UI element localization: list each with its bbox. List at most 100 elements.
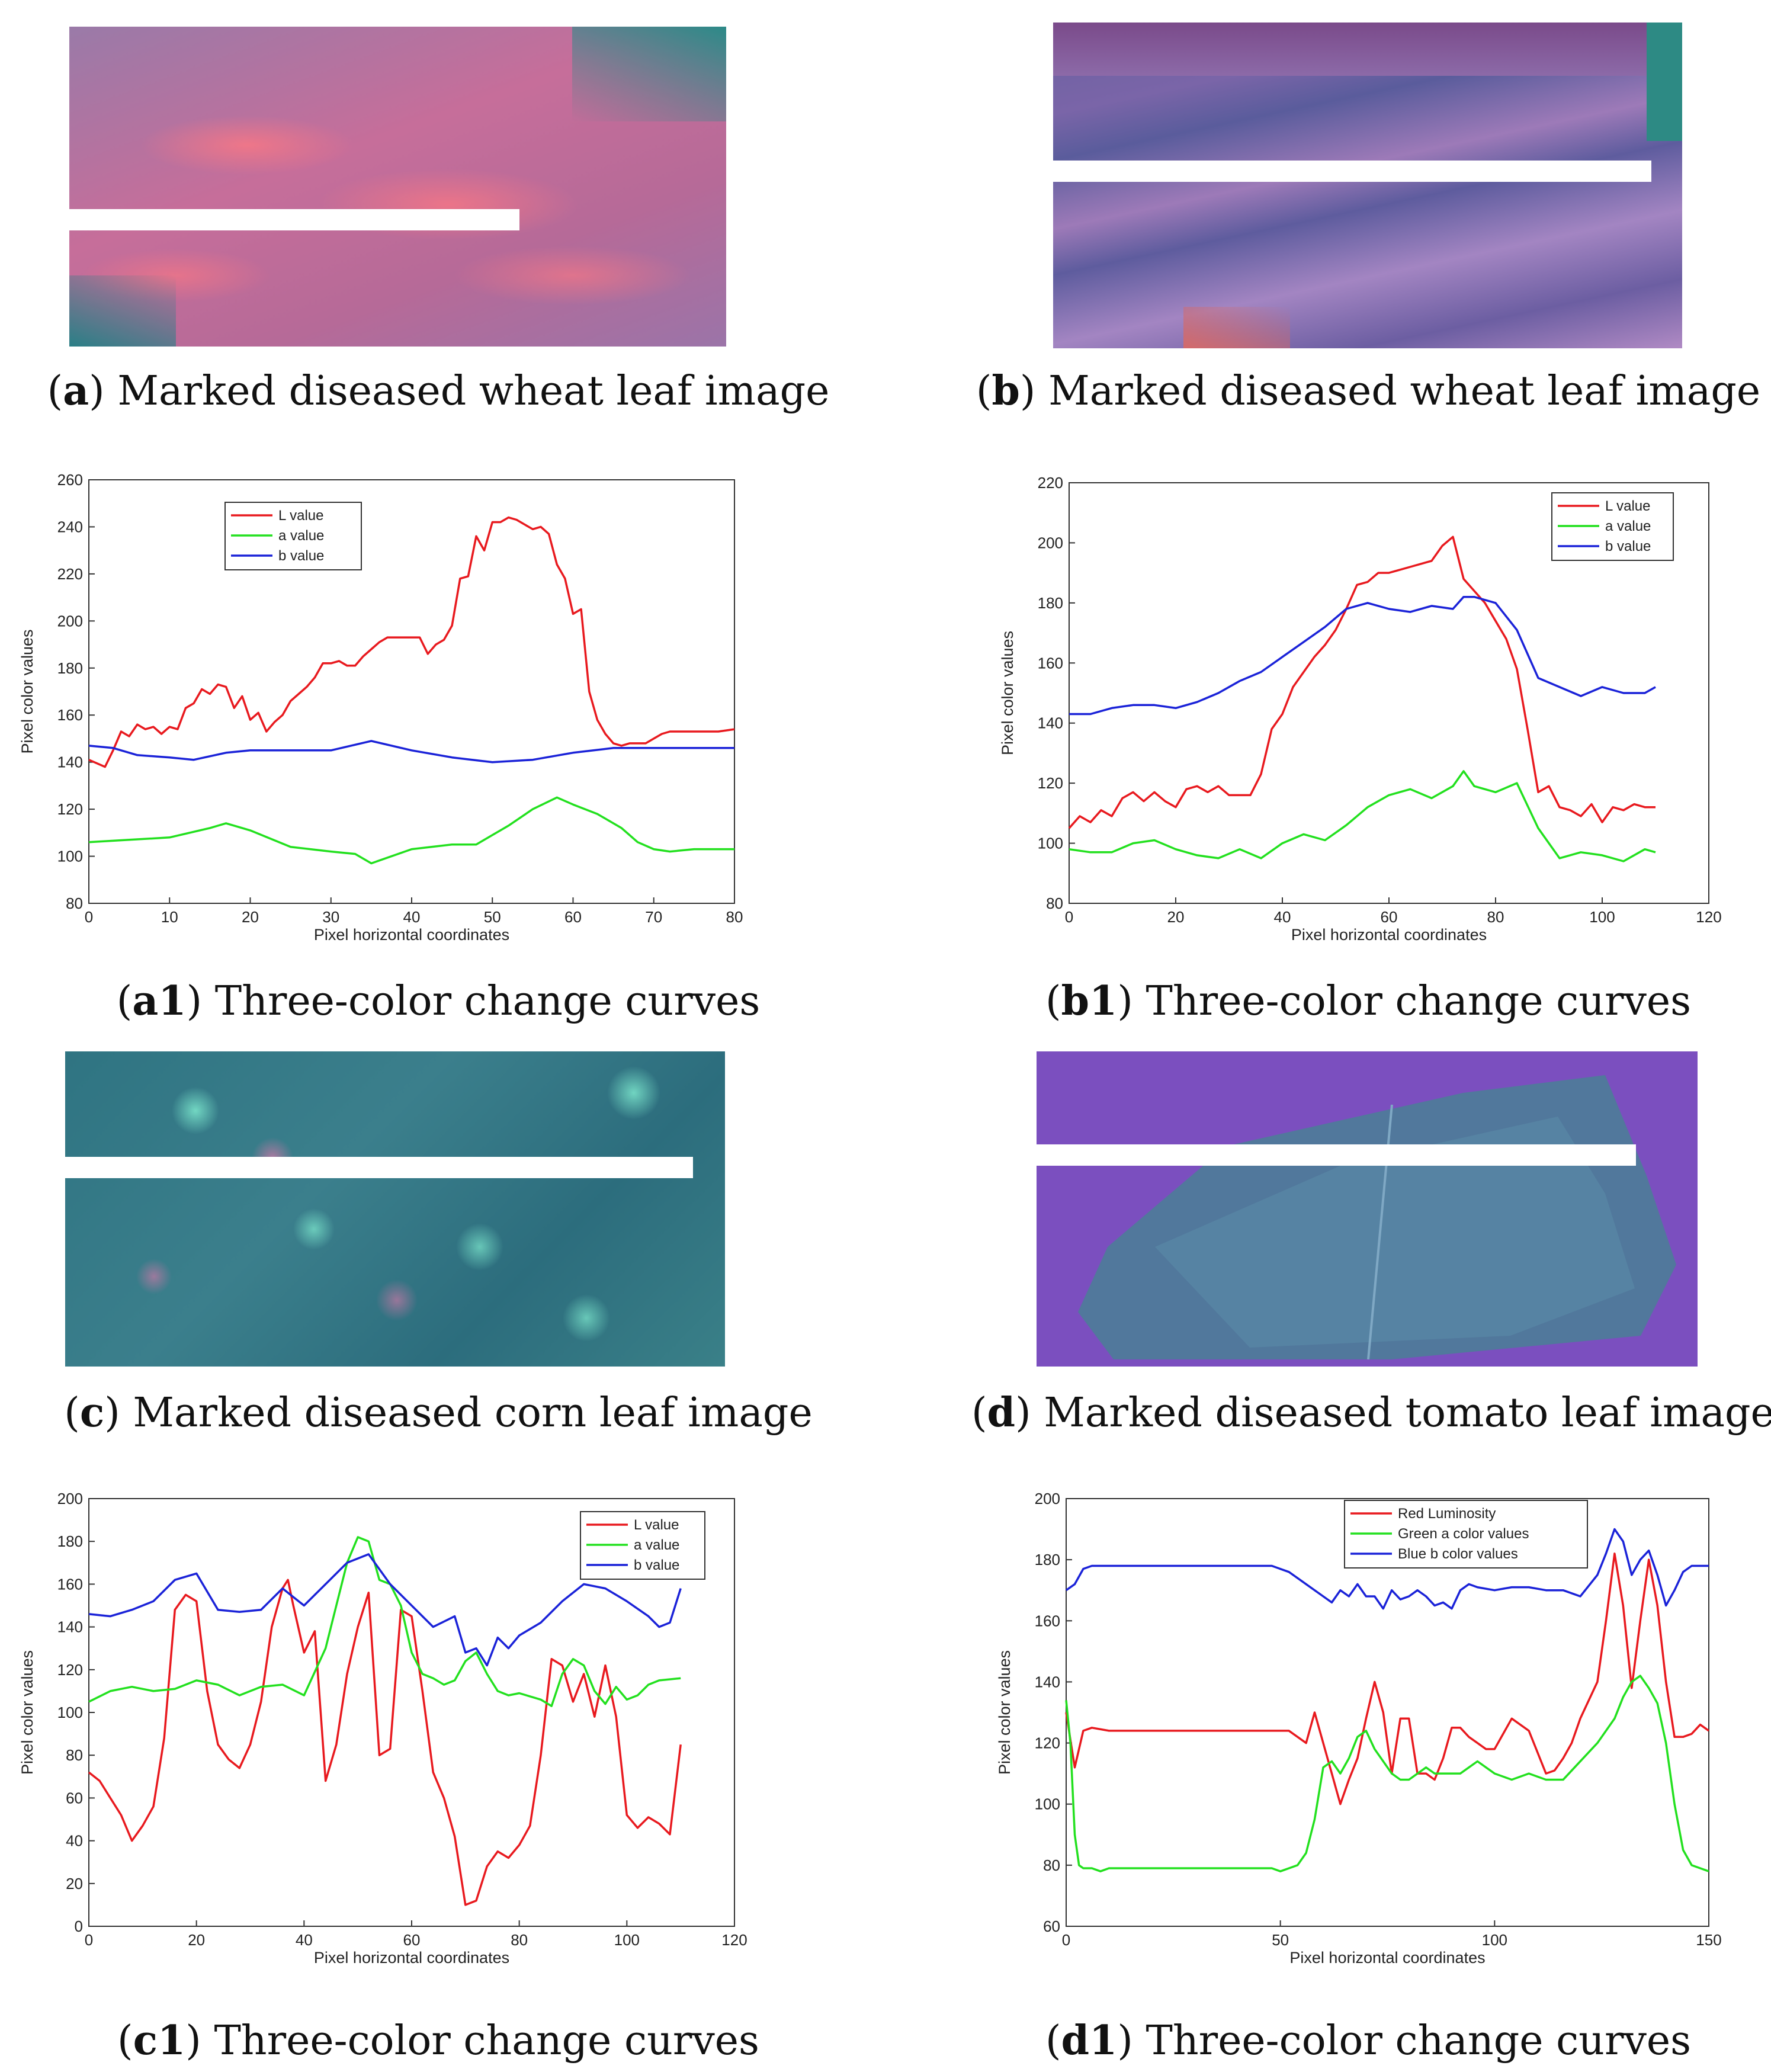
series-line — [1069, 595, 1656, 716]
tomato-leaf-image-d — [1037, 1051, 1698, 1367]
y-tick-label: 260 — [57, 471, 83, 489]
y-tick-label: 100 — [57, 848, 83, 865]
y-tick-label: 60 — [66, 1789, 83, 1807]
caption-a1: (a1) Three-color change curves — [116, 977, 761, 1025]
x-tick-label: 60 — [1381, 908, 1398, 926]
series-line — [1065, 1675, 1709, 1872]
y-tick-label: 200 — [57, 612, 83, 630]
x-tick-label: 100 — [1589, 908, 1615, 926]
y-tick-label: 80 — [1043, 1856, 1060, 1874]
caption-d: (d) Marked diseased tomato leaf image — [971, 1389, 1771, 1436]
legend-label: a value — [1605, 518, 1651, 534]
y-tick-label: 20 — [66, 1875, 83, 1893]
x-tick-label: 40 — [403, 908, 421, 926]
caption-c: (c) Marked diseased corn leaf image — [64, 1389, 813, 1436]
chart-c1: 0 20 40 60 80 100 120 0 20 40 60 80 100 120 140 160 180 2… — [0, 1481, 764, 2002]
y-tick-label: 80 — [66, 1746, 83, 1764]
chart-a1: 0 10 20 30 40 50 60 70 80 80 100 120 140 160 180 200 220… — [0, 462, 764, 966]
series-line — [88, 740, 734, 764]
chart-d1: 0 50 100 150 60 80 100 120 140 160 180 200 Pixel hor… — [971, 1481, 1771, 2002]
x-axis-label: Pixel horizontal coordinates — [1291, 926, 1487, 944]
x-tick-label: 120 — [1696, 908, 1721, 926]
y-axis-label: Pixel color values — [999, 631, 1016, 755]
legend-label: a value — [634, 1537, 679, 1553]
series-line — [1065, 1553, 1710, 1805]
y-tick-label: 140 — [57, 753, 83, 771]
x-tick-label: 100 — [1482, 1931, 1507, 1949]
chart-svg: 0 20 40 60 80 100 120 0 20 40 60 80 100 120 140 160 180 2… — [18, 1490, 747, 1967]
x-tick-label: 30 — [322, 908, 339, 926]
y-tick-label: 120 — [1038, 774, 1063, 792]
y-tick-label: 120 — [57, 800, 83, 818]
legend-label: Red Luminosity — [1398, 1506, 1496, 1522]
y-tick-label: 0 — [75, 1917, 83, 1935]
legend-label: b value — [1605, 538, 1651, 554]
y-axis-label: Pixel color values — [996, 1650, 1013, 1775]
y-axis-label: Pixel color values — [18, 629, 36, 753]
x-tick-label: 80 — [511, 1931, 528, 1949]
legend-label: L value — [278, 508, 324, 524]
y-tick-label: 120 — [57, 1661, 83, 1679]
x-axis-label: Pixel horizontal coordinates — [1289, 1949, 1485, 1967]
x-tick-label: 120 — [721, 1931, 747, 1949]
caption-c1: (c1) Three-color change curves — [117, 2017, 759, 2064]
marker-line — [69, 209, 519, 230]
series-line — [88, 1579, 682, 1906]
legend-label: L value — [1605, 498, 1651, 514]
x-tick-label: 50 — [484, 908, 501, 926]
x-tick-label: 150 — [1696, 1931, 1721, 1949]
y-tick-label: 160 — [57, 706, 83, 724]
series-line — [1069, 770, 1656, 862]
x-tick-label: 70 — [645, 908, 662, 926]
y-tick-label: 160 — [1038, 654, 1063, 672]
x-tick-label: 40 — [1274, 908, 1291, 926]
y-tick-label: 200 — [1035, 1490, 1060, 1508]
y-tick-label: 240 — [57, 518, 83, 535]
x-tick-label: 20 — [1167, 908, 1185, 926]
y-tick-label: 40 — [66, 1832, 83, 1850]
y-tick-label: 180 — [57, 1532, 83, 1550]
chart-svg: 0 20 40 60 80 100 120 80 100 120 140 160 180 200 220 Pi… — [999, 474, 1722, 944]
y-tick-label: 160 — [1035, 1612, 1060, 1630]
legend-label: Green a color values — [1398, 1526, 1529, 1542]
y-tick-label: 140 — [1038, 714, 1063, 732]
y-tick-label: 180 — [57, 659, 83, 677]
x-tick-label: 0 — [85, 1931, 93, 1949]
chart-b1: 0 20 40 60 80 100 120 80 100 120 140 160 180 200 220 Pi… — [971, 462, 1771, 966]
chart-svg: 0 50 100 150 60 80 100 120 140 160 180 200 Pixel hor… — [996, 1490, 1722, 1967]
x-tick-label: 80 — [1487, 908, 1504, 926]
legend-label: b value — [278, 548, 324, 564]
y-tick-label: 160 — [57, 1575, 83, 1593]
x-axis-label: Pixel horizontal coordinates — [314, 926, 509, 944]
corn-leaf-image-c — [65, 1051, 725, 1367]
legend-label: L value — [634, 1517, 679, 1533]
caption-d1: (d1) Three-color change curves — [1045, 2017, 1692, 2064]
y-tick-label: 140 — [57, 1618, 83, 1636]
y-tick-label: 200 — [1038, 534, 1063, 551]
wheat-leaf-image-b — [1053, 23, 1682, 348]
series-line — [1065, 1528, 1709, 1610]
marker-line — [1037, 1144, 1636, 1166]
x-tick-label: 20 — [242, 908, 259, 926]
y-tick-label: 120 — [1035, 1734, 1060, 1752]
y-tick-label: 100 — [1038, 835, 1063, 852]
y-tick-label: 80 — [66, 894, 83, 912]
caption-b1: (b1) Three-color change curves — [1045, 977, 1692, 1025]
y-tick-label: 80 — [1046, 894, 1063, 912]
series-line — [88, 796, 734, 865]
y-tick-label: 200 — [57, 1490, 83, 1508]
series-line — [88, 516, 735, 768]
y-tick-label: 140 — [1035, 1673, 1060, 1691]
x-tick-label: 10 — [161, 908, 178, 926]
series-line — [88, 1553, 682, 1667]
plot-frame — [88, 479, 735, 904]
x-axis-label: Pixel horizontal coordinates — [314, 1949, 509, 1967]
series-line — [1068, 535, 1656, 829]
x-tick-label: 60 — [564, 908, 582, 926]
y-tick-label: 220 — [1038, 474, 1063, 492]
y-tick-label: 220 — [57, 565, 83, 583]
y-tick-label: 100 — [57, 1704, 83, 1721]
x-tick-label: 100 — [614, 1931, 640, 1949]
y-tick-label: 180 — [1035, 1551, 1060, 1569]
wheat-leaf-image-a — [69, 27, 726, 347]
